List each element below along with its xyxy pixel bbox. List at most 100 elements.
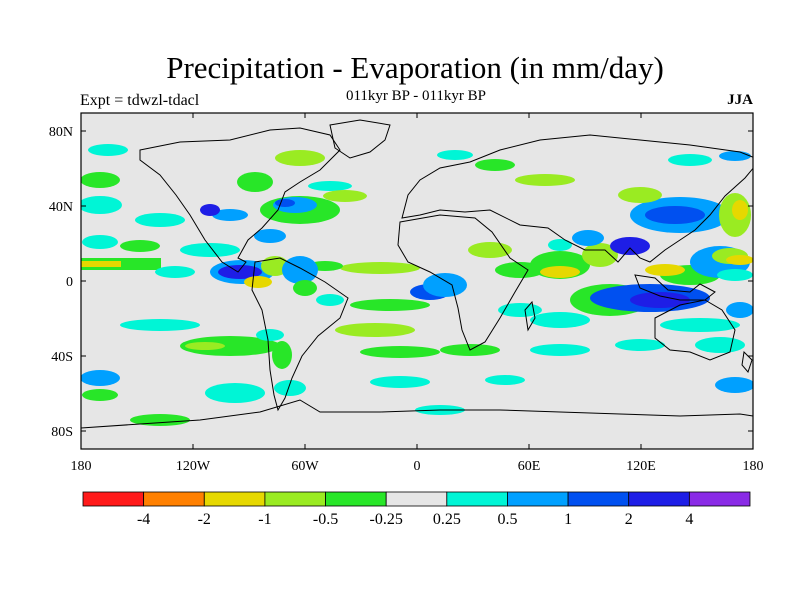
field-patch: [645, 264, 685, 276]
field-patch: [572, 230, 604, 246]
field-patch: [610, 237, 650, 255]
field-patch: [350, 299, 430, 311]
field-patch: [475, 159, 515, 171]
field-patch: [308, 181, 352, 191]
field-patch: [130, 414, 190, 426]
map-title: Precipitation - Evaporation (in mm/day): [166, 50, 664, 85]
field-patch: [274, 380, 306, 396]
colorbar-swatch: [567, 491, 630, 507]
field-patch: [254, 229, 286, 243]
colorbar-label: 0.5: [497, 511, 517, 528]
field-patch: [256, 329, 284, 341]
field-patch: [468, 242, 512, 258]
field-patch: [485, 375, 525, 385]
colorbar-label: 2: [625, 511, 633, 528]
colorbar-label: -4: [137, 511, 150, 528]
colorbar-swatch: [264, 491, 326, 507]
coastlines: [81, 119, 753, 429]
field-patch: [323, 190, 367, 202]
antarctica-coast: [81, 399, 753, 429]
field-patch: [732, 200, 748, 220]
field-patch: [660, 318, 740, 332]
europe-asia-coast: [401, 134, 753, 263]
field-patch: [719, 151, 751, 161]
field-patch: [81, 172, 120, 188]
field-patch: [316, 294, 344, 306]
field-patch: [582, 243, 618, 267]
colorbar-label: 4: [685, 511, 693, 528]
colorbar-label: -0.25: [370, 511, 403, 528]
colorbar-swatch: [628, 491, 690, 507]
lat-tick-label: 40N: [49, 200, 73, 215]
field-patch: [81, 261, 121, 267]
field-patch: [81, 196, 122, 214]
colorbar-label: -2: [198, 511, 211, 528]
experiment-label: Expt = tdwzl-tdacl: [80, 92, 200, 109]
field-patch: [715, 377, 753, 393]
field-patch: [645, 206, 705, 224]
colorbar-label: 1: [564, 511, 572, 528]
maritime-continent-coast: [634, 274, 716, 301]
south-america-coast: [251, 257, 349, 412]
latitude-axis: 80N 40N 0 40S 80S: [49, 125, 753, 440]
lat-tick-label: 40S: [51, 350, 73, 365]
field-patch: [615, 339, 665, 351]
lat-tick-label: 80N: [49, 125, 73, 140]
madagascar-coast: [524, 300, 536, 332]
season-label: JJA: [727, 92, 753, 108]
longitude-axis: 180 120W 60W 0 60E 120E 180: [71, 113, 764, 474]
lat-tick-label: 0: [66, 275, 73, 290]
field-patch: [340, 262, 420, 274]
lon-tick-label: 120W: [176, 459, 211, 474]
field-patch: [155, 266, 195, 278]
field-patch: [120, 319, 200, 331]
colorbar-label: -1: [258, 511, 271, 528]
field-patch: [261, 256, 289, 276]
lon-tick-label: 180: [743, 459, 764, 474]
africa-coast: [397, 214, 529, 351]
field-patch: [726, 302, 753, 318]
australia-coast: [654, 299, 736, 361]
field-patch: [205, 383, 265, 403]
colorbar-swatch: [325, 491, 387, 507]
colorbar: [82, 491, 751, 507]
new-zealand-coast: [741, 350, 753, 373]
colorbar-swatch: [688, 491, 751, 507]
colorbar-label: -0.5: [313, 511, 338, 528]
colorbar-swatch: [446, 491, 508, 507]
field-patch: [244, 276, 272, 288]
lon-tick-label: 60E: [518, 459, 541, 474]
field-patch: [618, 187, 662, 203]
field-patch: [185, 342, 225, 350]
lon-tick-label: 180: [71, 459, 92, 474]
field-patch: [530, 344, 590, 356]
field-patch: [82, 235, 118, 249]
colorbar-swatch: [507, 491, 569, 507]
field-patch: [548, 239, 572, 251]
greenland-coast: [329, 119, 391, 159]
field-patch: [335, 323, 415, 337]
north-america-coast: [139, 127, 341, 273]
field-patch: [293, 280, 317, 296]
field-patch: [668, 154, 712, 166]
field-patch: [530, 312, 590, 328]
field-patch: [82, 389, 118, 401]
field-patch: [370, 376, 430, 388]
colorbar-labels: -4 -2 -1 -0.5 -0.25 0.25 0.5 1 2 4: [137, 511, 693, 528]
field-patch: [360, 346, 440, 358]
field-patch: [135, 213, 185, 227]
field-patch: [275, 150, 325, 166]
colorbar-swatch: [385, 491, 448, 507]
colorbar-swatch: [203, 491, 266, 507]
field-patch: [717, 269, 753, 281]
field-patch: [695, 337, 745, 353]
lon-tick-label: 60W: [291, 459, 319, 474]
lon-tick-label: 120E: [626, 459, 656, 474]
field-patch: [437, 150, 473, 160]
period-label: 011kyr BP - 011kyr BP: [345, 88, 486, 104]
colorbar-label: 0.25: [433, 511, 461, 528]
field-patch: [88, 144, 128, 156]
field-patch: [726, 255, 753, 265]
field-patch: [237, 172, 273, 192]
colorbar-swatch: [82, 491, 145, 507]
